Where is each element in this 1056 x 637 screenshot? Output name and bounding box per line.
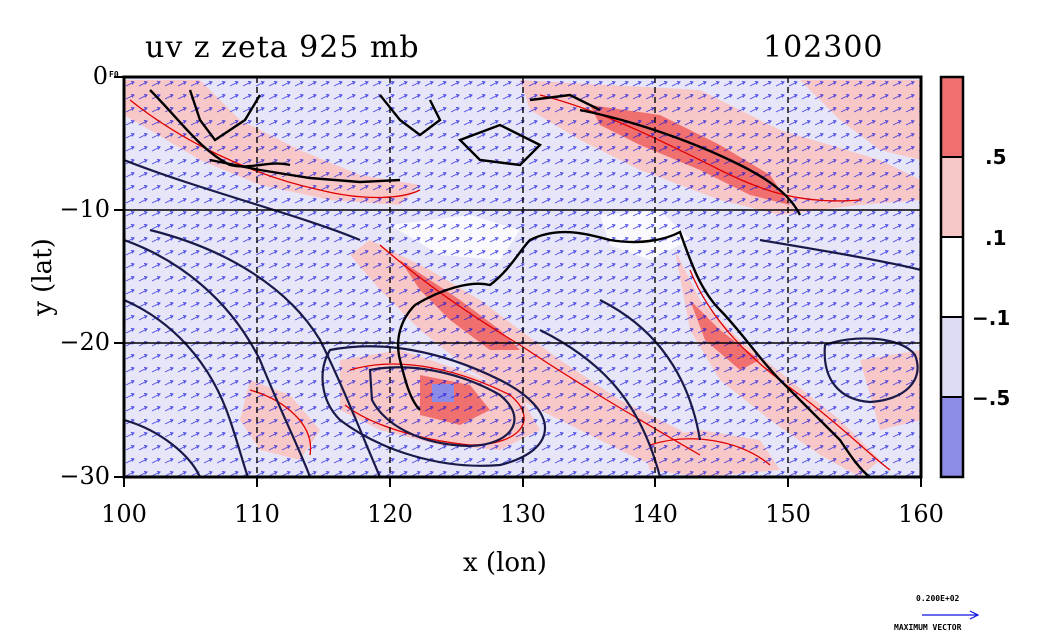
xtick-label: 160: [898, 500, 944, 528]
x-axis-label: x (lon): [463, 548, 547, 578]
ytick-label: −10: [59, 195, 110, 223]
ytick-label: −20: [59, 328, 110, 356]
xtick-label: 150: [765, 500, 811, 528]
xtick-label: 100: [101, 500, 147, 528]
graticule: [124, 77, 921, 477]
ytick-label: 0: [92, 62, 108, 90]
xtick-label: 140: [632, 500, 678, 528]
corner-label: F0: [109, 70, 119, 79]
max-vector-label: MAXIMUM VECTOR: [894, 623, 962, 632]
colorbar-label: −.5: [972, 386, 1011, 410]
xtick-label: 120: [367, 500, 413, 528]
plot-title: uv z zeta 925 mb: [145, 30, 420, 65]
max-vector-arrow: [922, 610, 980, 620]
colorbar-label: −.1: [972, 306, 1011, 330]
xtick-label: 130: [500, 500, 546, 528]
plot-timestamp: 102300: [763, 30, 884, 65]
colorbar-label: .1: [985, 226, 1007, 250]
xtick-label: 110: [234, 500, 280, 528]
ytick-label: −30: [59, 462, 110, 490]
colorbar-label: .5: [985, 145, 1007, 169]
y-axis-label: y (lat): [28, 238, 58, 316]
colorbar: [939, 75, 965, 479]
max-vector-value: 0.200E+02: [916, 594, 960, 603]
